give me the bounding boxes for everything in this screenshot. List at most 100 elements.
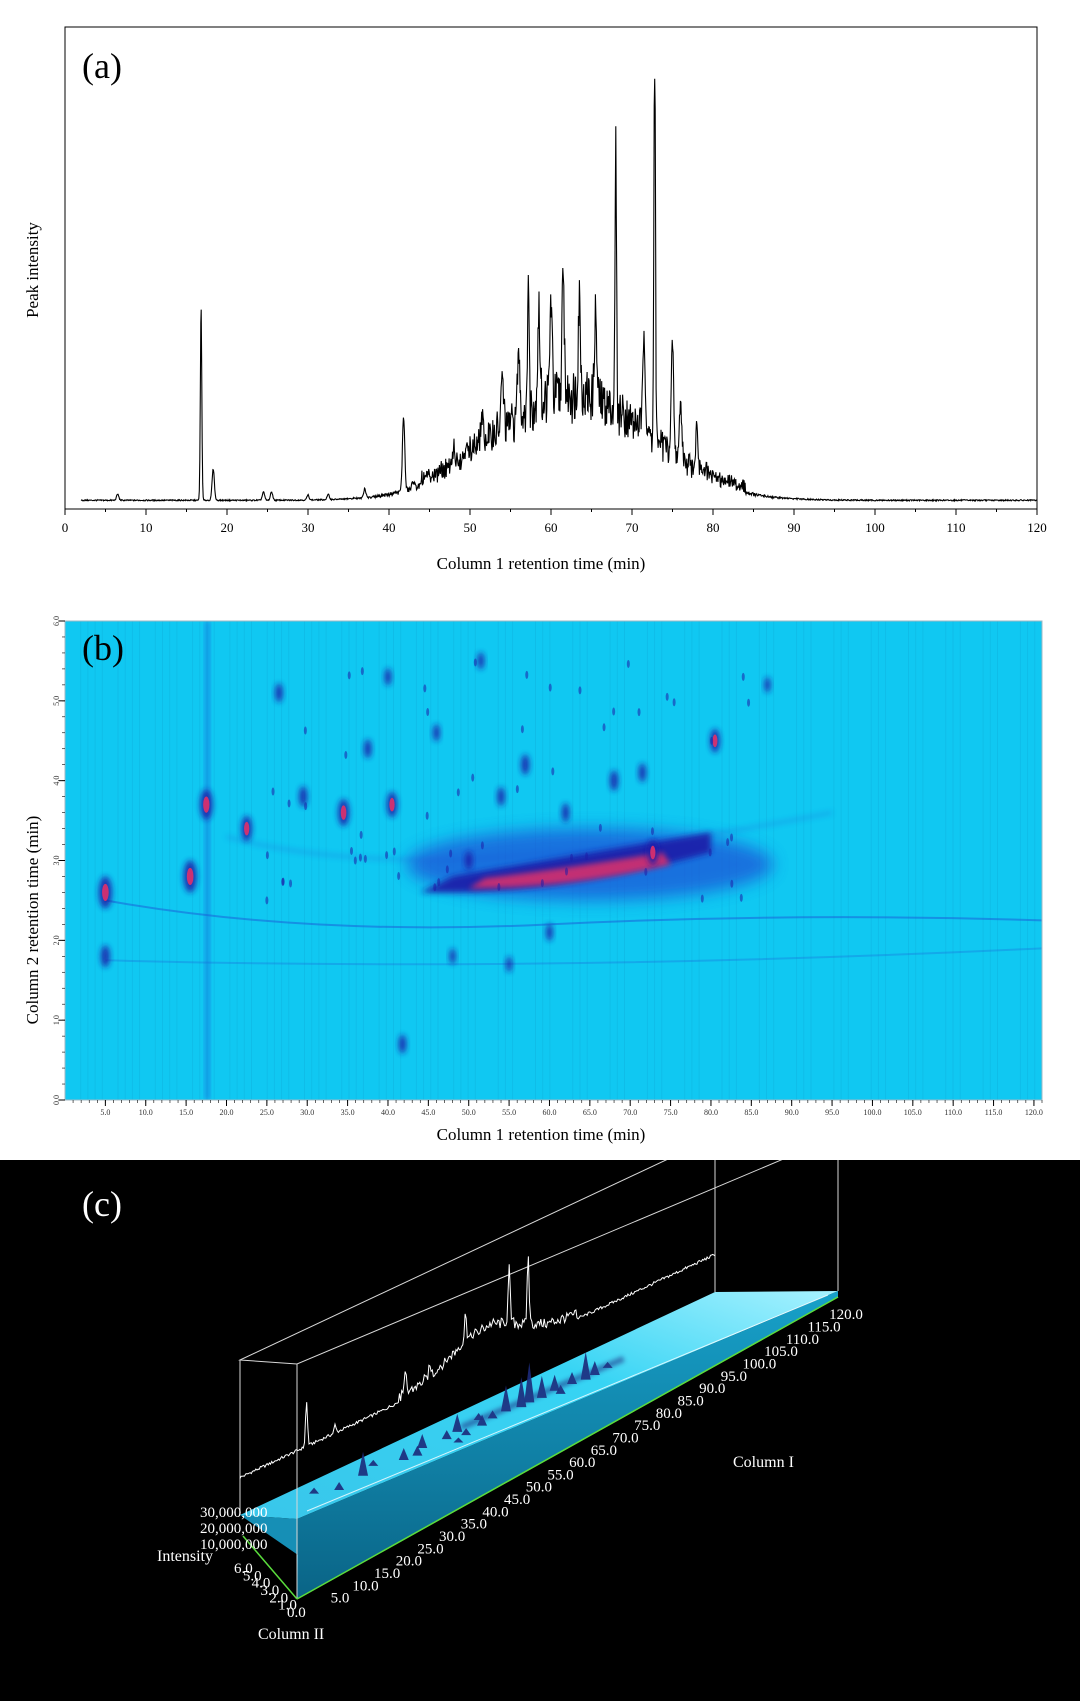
surface-peak — [358, 1451, 369, 1476]
contour-spot-core — [244, 821, 250, 836]
contour-spot — [545, 923, 553, 941]
contour-spot-core — [389, 797, 395, 812]
x-tick-label: 75.0 — [664, 1108, 678, 1117]
y-axis-label-c: Column II — [258, 1626, 324, 1643]
x-tick-label: 60.0 — [542, 1108, 556, 1117]
contour-dot — [598, 823, 602, 832]
x-axis-label: Column 1 retention time (min) — [437, 554, 646, 573]
chromatogram-trace — [80, 78, 1037, 503]
contour-dot — [520, 725, 524, 734]
panel-label-c: (c) — [82, 1184, 122, 1224]
x-tick-label: 30 — [302, 520, 315, 535]
contour-dot — [602, 723, 606, 732]
y-tick-label: 0.0 — [52, 1095, 61, 1105]
contour-dot — [344, 750, 348, 759]
contour-dot — [700, 894, 704, 903]
contour-spot-core — [102, 883, 109, 901]
contour-spot — [275, 683, 283, 703]
contour-dot — [471, 773, 475, 782]
x-tick-label: 30.0 — [300, 1108, 314, 1117]
x-tick-label: 0 — [62, 520, 69, 535]
y-tick-label-c: 3.0 — [261, 1583, 280, 1599]
x-tick-label-c: 85.0 — [677, 1393, 703, 1409]
x-tick-label: 5.0 — [100, 1108, 110, 1117]
contour-dot — [456, 788, 460, 797]
x-tick-label: 100 — [865, 520, 885, 535]
contour-dot — [423, 684, 427, 693]
contour-spot — [764, 677, 771, 693]
contour-dot — [265, 896, 269, 905]
bleed-line — [105, 947, 1042, 966]
frame-top — [238, 1160, 783, 1365]
x-axis-label-b: Column 1 retention time (min) — [437, 1125, 646, 1144]
x-tick-label: 110 — [946, 520, 965, 535]
x-tick-label-c: 55.0 — [547, 1467, 573, 1483]
contour-dot — [578, 686, 582, 695]
z-axis-label: Intensity — [157, 1548, 213, 1565]
hydrocarbon-band-3d — [460, 1356, 625, 1430]
y-tick-label: 3.0 — [52, 856, 61, 866]
contour-dot — [637, 708, 641, 717]
contour-dot — [363, 854, 367, 863]
x-tick-label: 70.0 — [623, 1108, 637, 1117]
contour-spot — [505, 956, 513, 972]
surface-peak — [461, 1428, 472, 1436]
surface-peak — [524, 1362, 535, 1403]
x-tick-label: 50 — [464, 520, 477, 535]
z-tick-label-c: 30,000,000 — [200, 1505, 268, 1521]
x-tick-label-c: 20.0 — [396, 1554, 422, 1570]
contour-dot — [650, 827, 654, 836]
x-tick-label-c: 105.0 — [764, 1344, 798, 1360]
x-tick-label-c: 15.0 — [374, 1566, 400, 1582]
y-tick-label-c: 1.0 — [278, 1598, 297, 1614]
contour-spot — [477, 652, 485, 670]
contour-dot — [360, 667, 364, 676]
contour-dot — [730, 833, 734, 842]
contour-dot — [281, 877, 285, 886]
x-tick-label: 50.0 — [462, 1108, 476, 1117]
x-tick-label: 15.0 — [179, 1108, 193, 1117]
contour-dot — [564, 867, 568, 876]
contour-dot — [347, 671, 351, 680]
contour-dot — [289, 879, 293, 888]
contour-spot — [363, 739, 372, 759]
contour-dot — [271, 787, 275, 796]
y-tick-label: 5.0 — [52, 696, 61, 706]
x-tick-label: 40 — [383, 520, 396, 535]
x-tick-label-c: 65.0 — [591, 1443, 617, 1459]
contour-dot — [437, 878, 441, 887]
surface-3d-plot: (c) Intensity Column II Column I 5.010.0… — [82, 1160, 863, 1643]
contour-dot — [726, 838, 730, 847]
surface-gridline — [306, 1294, 829, 1512]
surface-peak — [441, 1430, 452, 1440]
y-tick-label: 4.0 — [52, 776, 61, 786]
contour-dot — [303, 726, 307, 735]
contour-spot — [521, 754, 530, 775]
x-tick-label: 115.0 — [985, 1108, 1003, 1117]
y-tick-label-c: 4.0 — [252, 1576, 271, 1592]
x-tick-label-c: 25.0 — [417, 1541, 443, 1557]
surface-side-left — [240, 1515, 298, 1599]
x-tick-label-c: 30.0 — [439, 1529, 465, 1545]
y-tick-label-c: 5.0 — [243, 1568, 262, 1584]
contour-dot — [672, 698, 676, 707]
x-tick-label-c: 35.0 — [461, 1517, 487, 1533]
contour-dot — [445, 865, 449, 874]
surface-peak — [309, 1487, 320, 1494]
x-tick-label: 120.0 — [1025, 1108, 1043, 1117]
contour-spot — [449, 948, 456, 964]
contour-panel: Column 2 retention time (min) Column 1 r… — [0, 580, 1080, 1160]
contour-dot — [665, 692, 669, 701]
x-tick-label-c: 120.0 — [829, 1307, 863, 1323]
contour-spot-core — [650, 845, 656, 860]
x-tick-label: 110.0 — [944, 1108, 962, 1117]
contour-area — [65, 621, 1042, 1100]
y-tick-label: 6.0 — [52, 616, 61, 626]
surface-peak — [452, 1413, 463, 1432]
contour-dot — [525, 670, 529, 679]
contour-dot — [515, 785, 519, 794]
contour-dot — [730, 879, 734, 888]
y-axis-label: Peak intensity — [23, 222, 42, 318]
contour-spot-core — [712, 734, 718, 748]
contour-dot — [644, 867, 648, 876]
